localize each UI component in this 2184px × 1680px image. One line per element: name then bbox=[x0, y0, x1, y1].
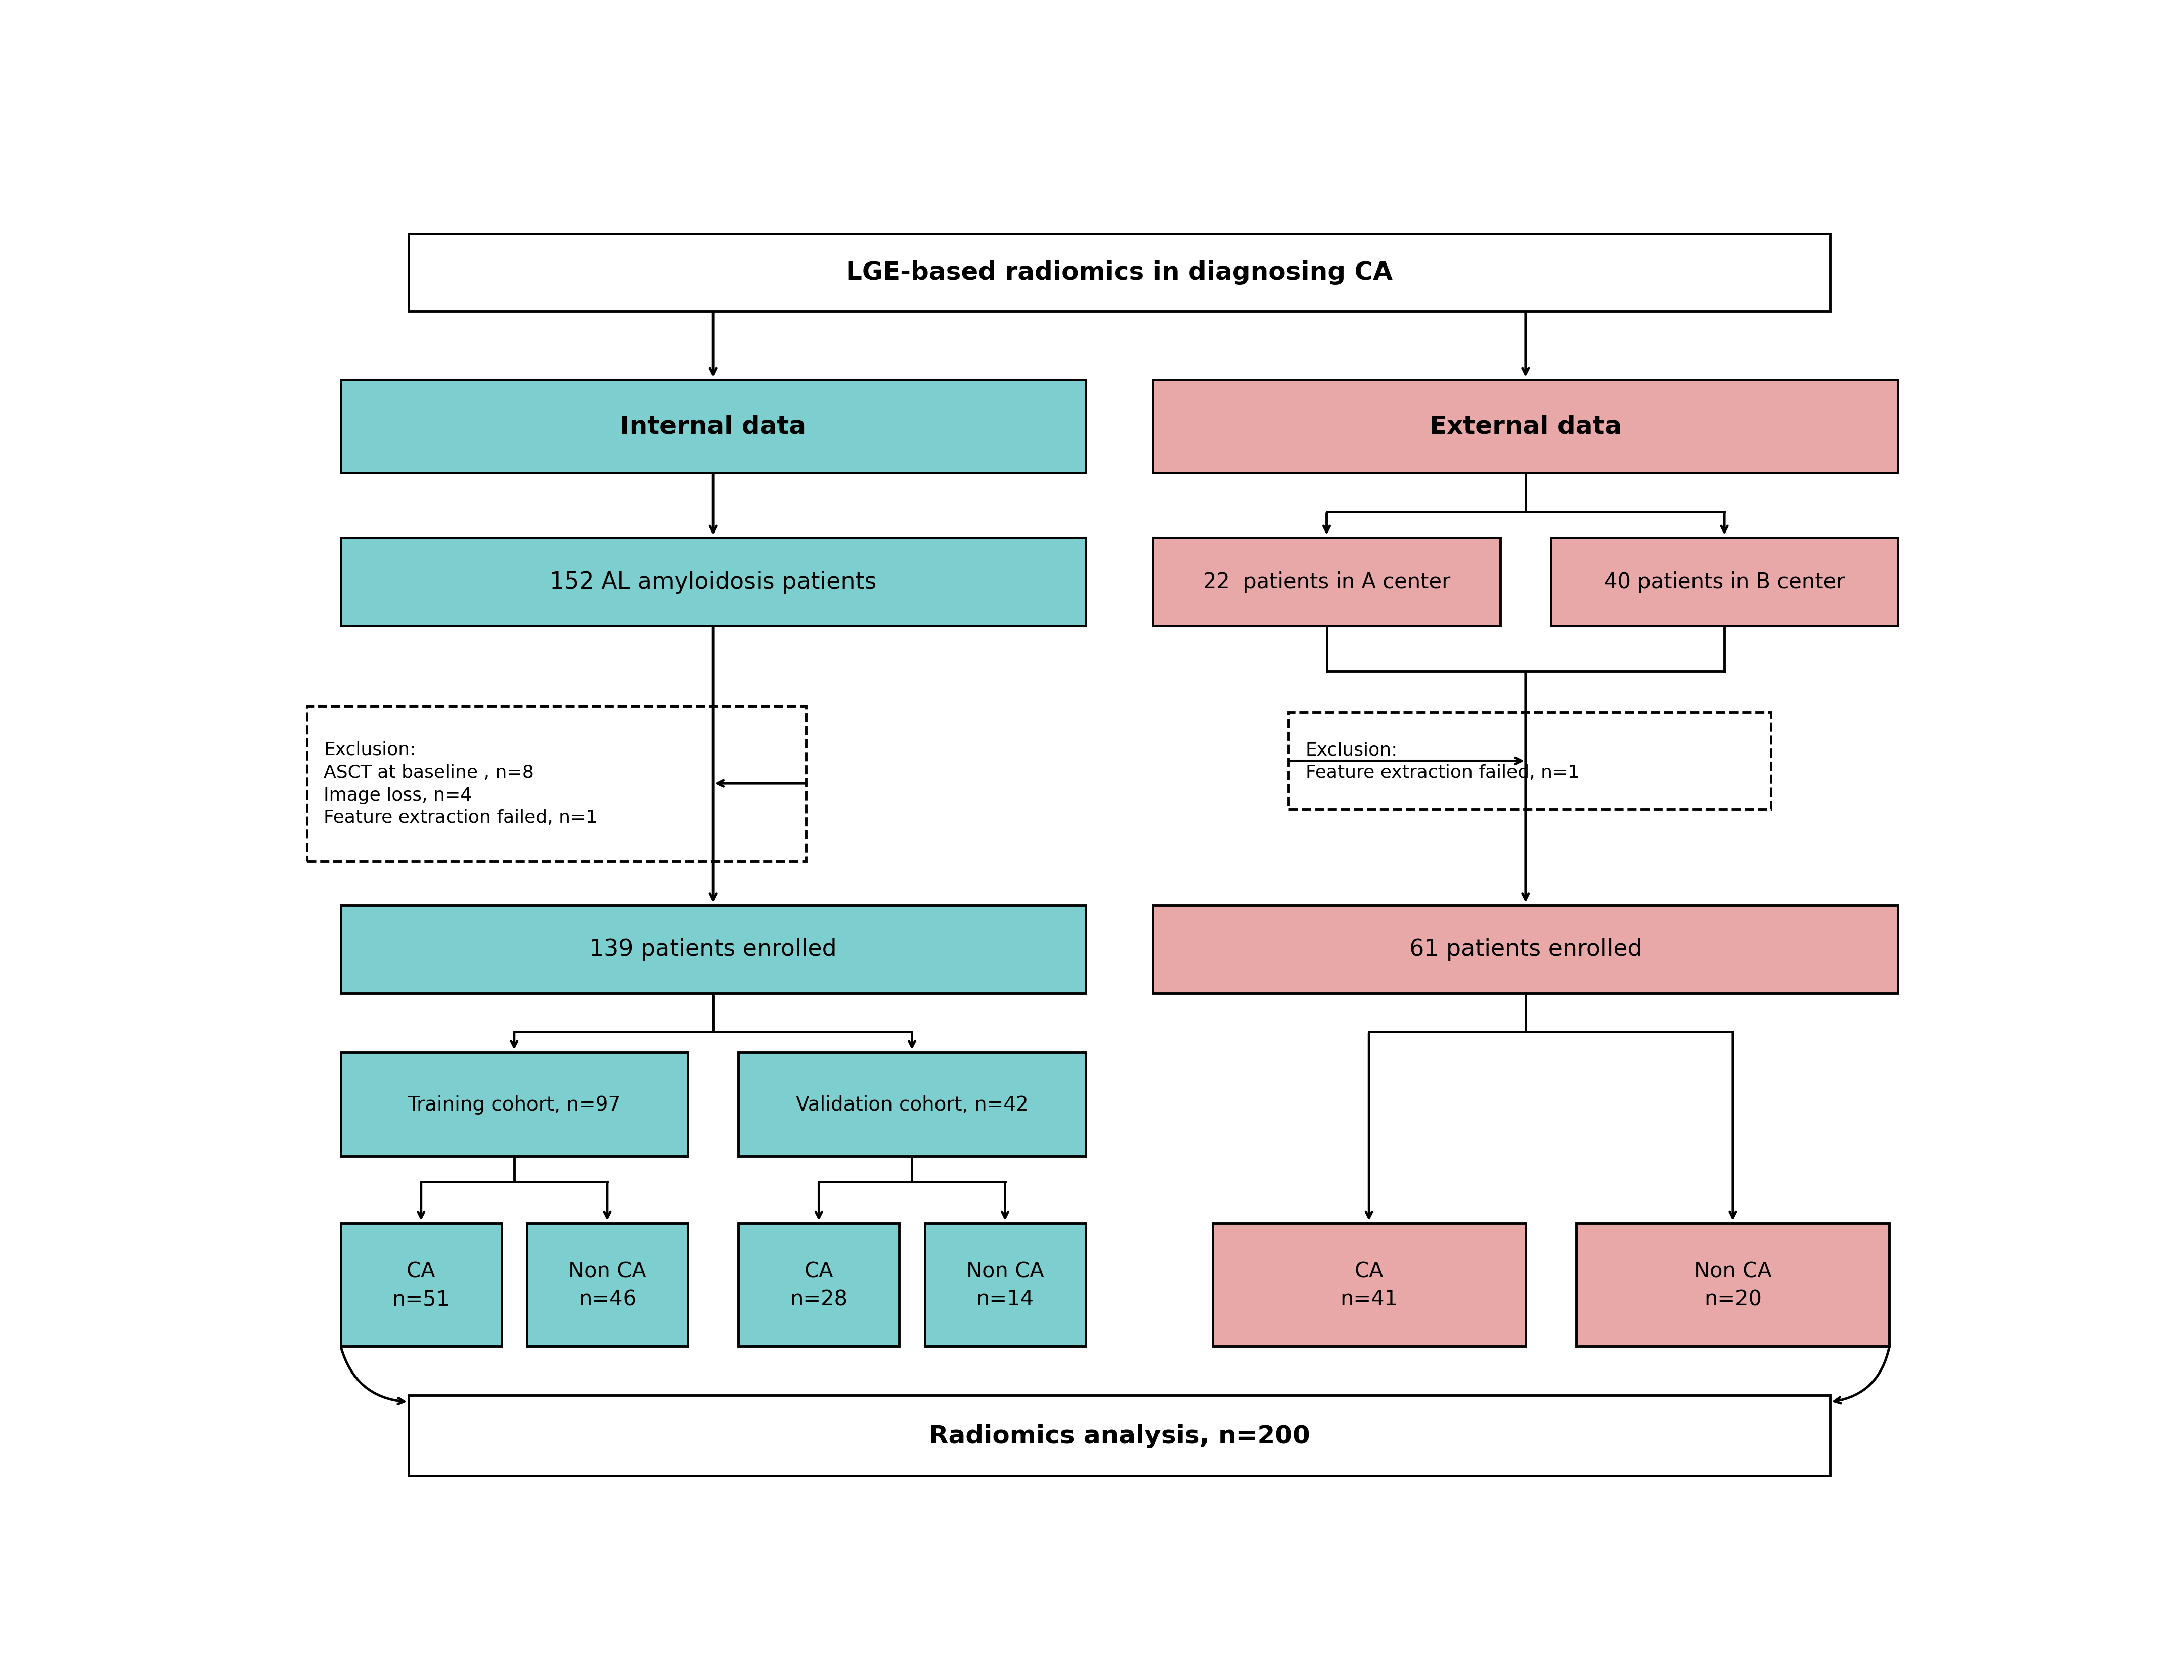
FancyArrowPatch shape bbox=[341, 1347, 404, 1404]
FancyBboxPatch shape bbox=[1577, 1223, 1889, 1346]
FancyBboxPatch shape bbox=[341, 906, 1085, 993]
FancyBboxPatch shape bbox=[341, 538, 1085, 627]
FancyBboxPatch shape bbox=[341, 1053, 688, 1156]
Text: Radiomics analysis, n=200: Radiomics analysis, n=200 bbox=[928, 1423, 1310, 1448]
Text: CA
n=28: CA n=28 bbox=[791, 1260, 847, 1310]
Text: Exclusion:
ASCT at baseline , n=8
Image loss, n=4
Feature extraction failed, n=1: Exclusion: ASCT at baseline , n=8 Image … bbox=[323, 741, 598, 827]
FancyBboxPatch shape bbox=[1153, 380, 1898, 474]
Text: 61 patients enrolled: 61 patients enrolled bbox=[1409, 937, 1642, 961]
Text: Validation cohort, n=42: Validation cohort, n=42 bbox=[795, 1095, 1029, 1114]
FancyBboxPatch shape bbox=[526, 1223, 688, 1346]
FancyBboxPatch shape bbox=[738, 1053, 1085, 1156]
FancyBboxPatch shape bbox=[924, 1223, 1085, 1346]
FancyBboxPatch shape bbox=[738, 1223, 900, 1346]
FancyArrowPatch shape bbox=[1835, 1347, 1889, 1403]
FancyBboxPatch shape bbox=[1153, 906, 1898, 993]
Text: Non CA
n=14: Non CA n=14 bbox=[965, 1260, 1044, 1310]
FancyBboxPatch shape bbox=[1212, 1223, 1524, 1346]
Text: LGE-based radiomics in diagnosing CA: LGE-based radiomics in diagnosing CA bbox=[845, 260, 1393, 286]
Text: 152 AL amyloidosis patients: 152 AL amyloidosis patients bbox=[550, 571, 876, 593]
Text: 40 patients in B center: 40 patients in B center bbox=[1603, 571, 1845, 593]
FancyBboxPatch shape bbox=[1153, 538, 1500, 627]
FancyBboxPatch shape bbox=[341, 1223, 502, 1346]
FancyBboxPatch shape bbox=[341, 380, 1085, 474]
Text: External data: External data bbox=[1428, 415, 1623, 438]
Text: CA
n=41: CA n=41 bbox=[1341, 1260, 1398, 1310]
FancyBboxPatch shape bbox=[408, 1396, 1830, 1475]
Text: 22  patients in A center: 22 patients in A center bbox=[1203, 571, 1450, 593]
Text: Non CA
n=20: Non CA n=20 bbox=[1695, 1260, 1771, 1310]
Text: 139 patients enrolled: 139 patients enrolled bbox=[590, 937, 836, 961]
FancyBboxPatch shape bbox=[1551, 538, 1898, 627]
Text: Internal data: Internal data bbox=[620, 415, 806, 438]
FancyBboxPatch shape bbox=[408, 234, 1830, 311]
FancyBboxPatch shape bbox=[1289, 712, 1771, 810]
Text: Non CA
n=46: Non CA n=46 bbox=[568, 1260, 646, 1310]
Text: Exclusion:
Feature extraction failed, n=1: Exclusion: Feature extraction failed, n=… bbox=[1306, 741, 1579, 781]
Text: CA
n=51: CA n=51 bbox=[393, 1260, 450, 1310]
Text: Training cohort, n=97: Training cohort, n=97 bbox=[408, 1095, 620, 1114]
FancyBboxPatch shape bbox=[306, 706, 806, 862]
